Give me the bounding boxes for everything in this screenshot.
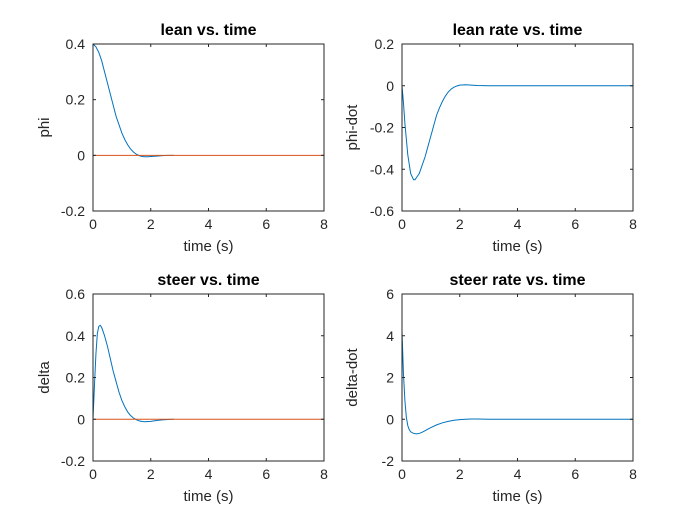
x-tick-label: 8 — [320, 466, 328, 482]
x-axis-label: time (s) — [184, 488, 234, 505]
y-tick-label: -0.2 — [61, 203, 85, 219]
y-tick-label: -0.4 — [370, 161, 394, 177]
x-tick-label: 4 — [205, 216, 213, 232]
series-line-1 — [93, 324, 174, 423]
x-tick-label: 8 — [629, 466, 637, 482]
x-tick-label: 2 — [147, 216, 155, 232]
series-group — [93, 44, 324, 158]
x-tick-label: 4 — [205, 466, 213, 482]
x-tick-label: 4 — [514, 216, 522, 232]
x-tick-label: 6 — [262, 216, 270, 232]
subplot-title: lean rate vs. time — [453, 22, 583, 39]
x-tick-label: 8 — [320, 216, 328, 232]
y-tick-label: 2 — [386, 370, 394, 386]
y-tick-label: 0 — [386, 78, 394, 94]
series-line-1 — [402, 84, 633, 181]
y-tick-label: -0.6 — [370, 203, 394, 219]
y-tick-label: 0.6 — [66, 286, 86, 302]
x-tick-label: 6 — [262, 466, 270, 482]
y-tick-label: 0.4 — [66, 328, 86, 344]
series-group — [402, 331, 633, 435]
y-tick-label: 0.4 — [66, 36, 86, 52]
y-tick-label: 0 — [386, 411, 394, 427]
y-axis-label: delta — [36, 361, 53, 394]
x-axis-label: time (s) — [493, 488, 543, 505]
plot-area — [402, 294, 633, 461]
y-tick-label: 0.2 — [375, 36, 395, 52]
y-tick-label: -0.2 — [370, 120, 394, 136]
series-group — [402, 84, 633, 181]
x-tick-label: 0 — [398, 216, 406, 232]
x-tick-label: 2 — [456, 216, 464, 232]
x-tick-label: 0 — [89, 216, 97, 232]
y-tick-label: -2 — [382, 453, 395, 469]
plot-area — [402, 44, 633, 211]
subplot-title: lean vs. time — [160, 22, 256, 39]
x-axis-label: time (s) — [184, 238, 234, 255]
plot-area — [93, 294, 324, 461]
x-tick-label: 4 — [514, 466, 522, 482]
series-line-1 — [93, 44, 174, 158]
y-axis-label: phi — [36, 117, 53, 137]
y-tick-label: 0.2 — [66, 370, 86, 386]
y-tick-label: 0.2 — [66, 92, 86, 108]
y-tick-label: 4 — [386, 328, 394, 344]
y-tick-label: 6 — [386, 286, 394, 302]
x-tick-label: 2 — [147, 466, 155, 482]
x-tick-label: 6 — [571, 216, 579, 232]
subplot-title: steer rate vs. time — [449, 272, 585, 289]
x-tick-label: 0 — [398, 466, 406, 482]
series-line-1 — [402, 331, 633, 435]
x-tick-label: 6 — [571, 466, 579, 482]
x-tick-label: 8 — [629, 216, 637, 232]
subplot-2: 0 2 4 6 8 -0.6 -0.4 -0.2 0 0.2 lean rate vs. time t… — [344, 22, 637, 255]
y-tick-label: -0.2 — [61, 453, 85, 469]
plot-area — [93, 44, 324, 211]
y-axis-label: delta-dot — [344, 347, 361, 406]
subplot-title: steer vs. time — [157, 272, 259, 289]
x-axis-label: time (s) — [493, 238, 543, 255]
series-group — [93, 324, 324, 423]
y-axis-label: phi-dot — [344, 104, 361, 151]
y-tick-label: 0 — [77, 147, 85, 163]
y-tick-label: 0 — [77, 411, 85, 427]
x-tick-label: 2 — [456, 466, 464, 482]
x-tick-label: 0 — [89, 466, 97, 482]
